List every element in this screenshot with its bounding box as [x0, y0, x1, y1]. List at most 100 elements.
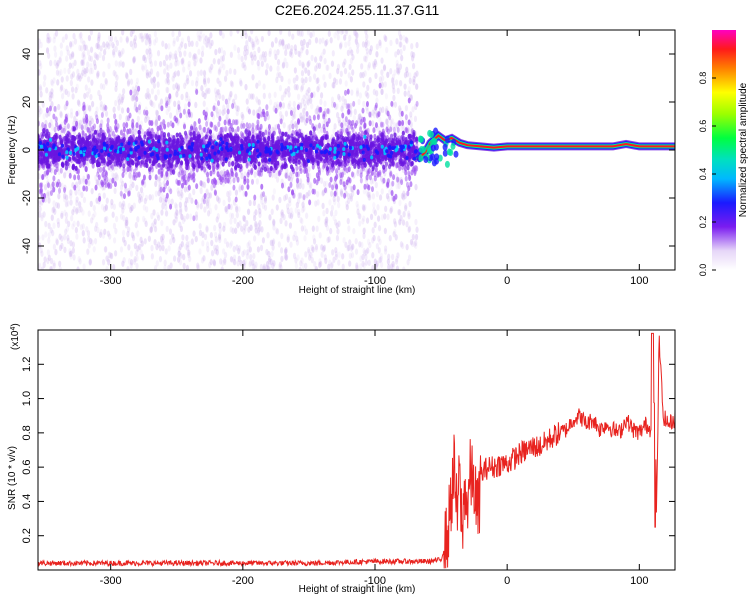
heat-speck	[111, 177, 115, 184]
heat-speck	[365, 217, 370, 224]
heat-speck	[398, 41, 402, 48]
heat-speck	[87, 179, 91, 187]
heat-speck	[205, 224, 209, 232]
heat-speck	[390, 118, 395, 125]
heat-speck	[167, 264, 171, 270]
heat-speck	[398, 165, 402, 172]
heat-speck	[309, 31, 313, 39]
heat-core	[295, 131, 299, 137]
heat-speck	[57, 103, 61, 111]
heat-speck	[381, 121, 385, 128]
heat-speck	[90, 100, 95, 108]
heat-speck	[48, 36, 52, 43]
heat-speck	[84, 178, 88, 185]
heat-speck	[53, 105, 57, 112]
heat-speck	[176, 35, 180, 42]
heat-speck	[149, 61, 153, 68]
heat-speck	[108, 233, 112, 240]
heat-speck	[261, 51, 265, 58]
heat-speck	[294, 207, 298, 214]
heat-speck	[373, 258, 377, 265]
heat-speck	[313, 177, 317, 184]
heat-speck	[313, 73, 317, 80]
heat-speck	[222, 50, 226, 57]
heat-speck	[114, 172, 118, 179]
heat-speck	[224, 177, 228, 184]
heat-speck	[384, 35, 388, 43]
heat-speck	[245, 253, 250, 260]
heat-speck	[258, 106, 262, 113]
heat-speck	[150, 194, 155, 201]
heat-speck	[260, 191, 264, 199]
heat-speck	[270, 41, 275, 48]
heat-speck	[93, 123, 97, 130]
heat-speck	[130, 231, 135, 239]
heat-speck	[404, 126, 408, 133]
heat-speck	[317, 83, 321, 91]
heat-speck	[368, 174, 372, 181]
heat-speck	[88, 258, 93, 265]
heat-speck	[389, 39, 393, 47]
heat-speck	[404, 175, 408, 182]
heat-speck	[81, 209, 85, 216]
heat-speck	[106, 117, 110, 124]
heat-speck	[130, 204, 134, 211]
heat-speck	[65, 55, 69, 62]
heat-speck	[53, 32, 57, 40]
heat-speck	[172, 236, 176, 244]
heat-core	[189, 125, 194, 131]
heat-speck	[237, 206, 241, 213]
heat-speck	[45, 47, 50, 54]
heat-speck	[81, 66, 86, 73]
heat-speck	[187, 60, 191, 68]
heat-speck	[119, 177, 123, 184]
heat-speck	[206, 245, 210, 253]
heat-speck	[404, 205, 408, 212]
heat-speck	[178, 209, 183, 216]
heat-speck	[119, 190, 123, 197]
heat-speck	[252, 252, 256, 260]
heat-speck	[244, 190, 248, 197]
heat-speck	[328, 72, 332, 80]
heat-speck	[289, 48, 293, 55]
heat-speck	[85, 91, 89, 98]
heat-speck	[272, 224, 276, 231]
heat-speck	[82, 54, 86, 61]
heat-speck	[304, 67, 308, 74]
heat-speck	[160, 209, 164, 216]
heat-speck	[187, 101, 191, 108]
heat-speck	[112, 106, 116, 113]
heat-speck	[183, 42, 188, 50]
heat-speck	[130, 95, 134, 102]
heat-speck	[132, 91, 136, 98]
heat-speck	[107, 256, 111, 263]
heat-speck	[194, 214, 199, 221]
heat-speck	[169, 120, 173, 127]
heat-speck	[233, 101, 237, 109]
heat-speck	[63, 67, 67, 74]
heat-speck	[293, 230, 297, 238]
heat-speck	[356, 208, 360, 215]
heat-speck	[97, 36, 101, 43]
heat-speck	[393, 101, 397, 108]
heat-speck	[71, 71, 76, 78]
heat-speck	[129, 68, 133, 76]
heat-speck	[364, 253, 368, 261]
heat-core	[267, 135, 271, 142]
heat-speck	[334, 209, 338, 217]
heat-speck	[236, 125, 240, 132]
heat-speck	[94, 53, 98, 60]
heat-speck	[70, 86, 75, 93]
heat-speck	[300, 69, 305, 77]
heat-speck	[246, 178, 250, 185]
heat-speck	[158, 184, 162, 191]
heat-speck	[402, 44, 406, 52]
heat-speck	[270, 208, 274, 216]
heat-speck	[169, 238, 173, 245]
heat-speck	[256, 229, 261, 236]
heat-speck	[210, 39, 214, 47]
heat-speck	[121, 61, 125, 68]
heat-speck	[218, 226, 222, 234]
heat-speck	[180, 167, 184, 174]
heat-speck	[131, 30, 135, 35]
